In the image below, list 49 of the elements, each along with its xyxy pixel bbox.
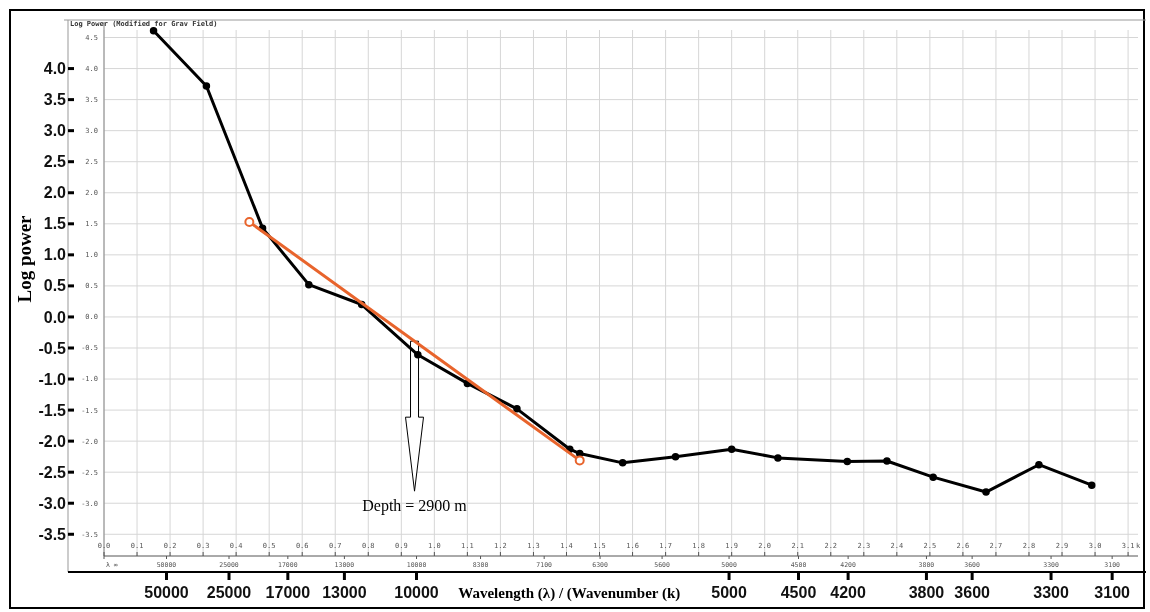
point (513, 405, 521, 413)
x-axis-title: Wavelength (λ) / (Wavenumber (k) (458, 585, 681, 602)
y-tick-label: -1.5 (38, 401, 67, 419)
point (575, 449, 584, 458)
point (149, 26, 158, 35)
point (843, 457, 852, 466)
annotation: Depth = 2900 m (362, 497, 468, 516)
y-tick-label: -2.0 (38, 432, 67, 450)
y-tick-label: 3.0 (43, 122, 67, 140)
point (202, 82, 211, 90)
text: 3600 (954, 584, 991, 601)
text: 5000 (711, 584, 747, 601)
y-tick-label: 4.0 (43, 60, 67, 78)
point (982, 488, 990, 496)
y-tick-label: 3.5 (43, 91, 67, 109)
y-tick-label: -0.5 (38, 339, 67, 357)
text: 4500 (780, 584, 817, 601)
text: 3100 (1094, 584, 1131, 601)
text: 17000 (265, 584, 311, 601)
point (244, 216, 255, 227)
text: 25000 (206, 584, 252, 601)
text: 13000 (322, 584, 367, 601)
y-tick-label: -3.5 (38, 525, 67, 543)
point (414, 351, 422, 359)
text: 3300 (1033, 584, 1069, 601)
point (1035, 460, 1043, 469)
y-tick-label: -2.5 (38, 463, 67, 481)
text: 3800 (908, 584, 945, 601)
text: 10000 (394, 584, 439, 601)
point (574, 455, 585, 466)
point (671, 452, 680, 461)
y-tick-label: -1.0 (38, 370, 67, 388)
y-tick-label: -3.0 (38, 494, 67, 512)
y-axis-title: Log power (13, 214, 35, 303)
y-tick-label: 0.5 (43, 277, 67, 295)
y-tick-label: 1.5 (43, 215, 67, 233)
point (883, 457, 891, 465)
point (1088, 481, 1096, 489)
point (618, 459, 627, 467)
point (305, 280, 313, 289)
point (929, 473, 937, 481)
y-tick-label: 2.5 (43, 153, 67, 171)
point (727, 445, 736, 453)
text: 50000 (144, 584, 189, 601)
text: 4200 (830, 584, 867, 601)
y-tick-label: 0.0 (43, 308, 67, 326)
y-tick-label: 1.0 (43, 246, 67, 264)
point (774, 454, 782, 462)
y-tick-label: 2.0 (43, 184, 67, 202)
